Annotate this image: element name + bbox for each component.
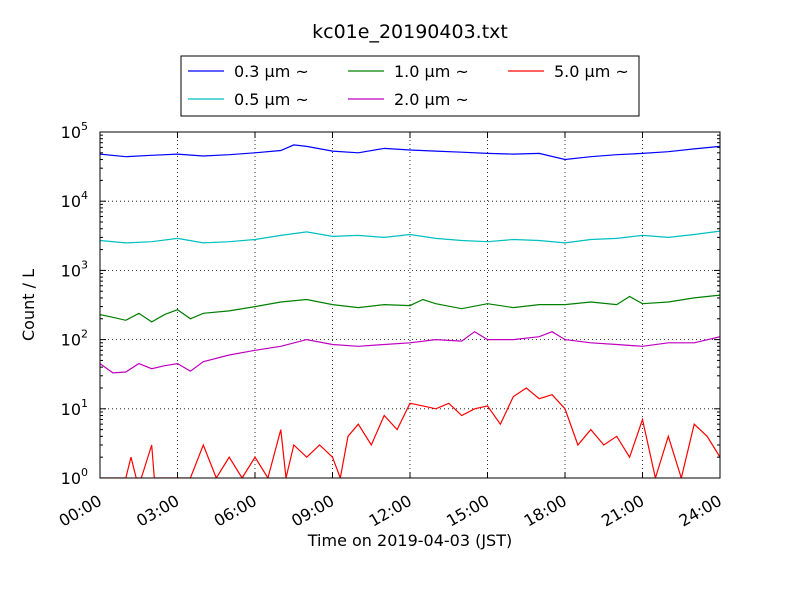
x-tick-label: 06:00 [211,491,260,531]
y-tick-exponent: 2 [81,328,88,341]
x-tick-label: 18:00 [521,491,570,531]
chart-title: kc01e_20190403.txt [312,21,508,43]
y-tick-exponent: 4 [81,189,88,202]
legend-label: 2.0 μm ~ [394,90,469,109]
y-tick-label: 100 [61,466,88,488]
legend: 0.3 μm ~ 0.5 μm ~ 1.0 μm ~ 2.0 μm ~ 5.0 μm ~ [180,55,640,117]
y-tick-label: 101 [61,397,88,419]
x-tick-label: 15:00 [443,491,492,531]
y-tick-exponent: 5 [81,120,88,133]
y-tick-base: 10 [61,400,81,419]
y-tick-exponent: 1 [81,397,88,410]
series-line-2 [100,294,720,323]
series-line-1 [100,230,720,244]
x-tick-label: 21:00 [598,491,647,531]
y-tick-exponent: 0 [81,466,88,479]
y-tick-base: 10 [61,261,81,280]
legend-label: 1.0 μm ~ [394,62,469,81]
x-tick-label: 12:00 [366,491,415,531]
y-tick-label: 103 [61,258,88,280]
x-tick-label: 09:00 [288,491,337,531]
series-line-4 [100,387,720,478]
series-line-3 [100,330,720,374]
y-tick-base: 10 [61,123,81,142]
y-tick-label: 104 [61,189,88,211]
y-tick-base: 10 [61,192,81,211]
legend-label: 0.3 μm ~ [234,62,309,81]
legend-frame [180,55,640,117]
y-tick-label: 105 [61,120,88,142]
series-line-0 [100,144,720,161]
y-tick-base: 10 [61,331,81,350]
y-tick-base: 10 [61,469,81,488]
series-lines [100,144,720,478]
legend-label: 0.5 μm ~ [234,90,309,109]
x-tick-label: 00:00 [56,491,105,531]
x-tick-label: 03:00 [133,491,182,531]
x-axis-label: Time on 2019-04-03 (JST) [307,531,512,550]
y-tick-label: 102 [61,328,88,350]
x-tick-label: 24:00 [676,491,725,531]
y-axis-label: Count / L [19,269,38,341]
x-axis: 00:00 03:00 06:00 09:00 12:00 15:00 18:00 21:00… [56,132,725,531]
y-tick-exponent: 3 [81,258,88,271]
legend-label: 5.0 μm ~ [554,62,629,81]
